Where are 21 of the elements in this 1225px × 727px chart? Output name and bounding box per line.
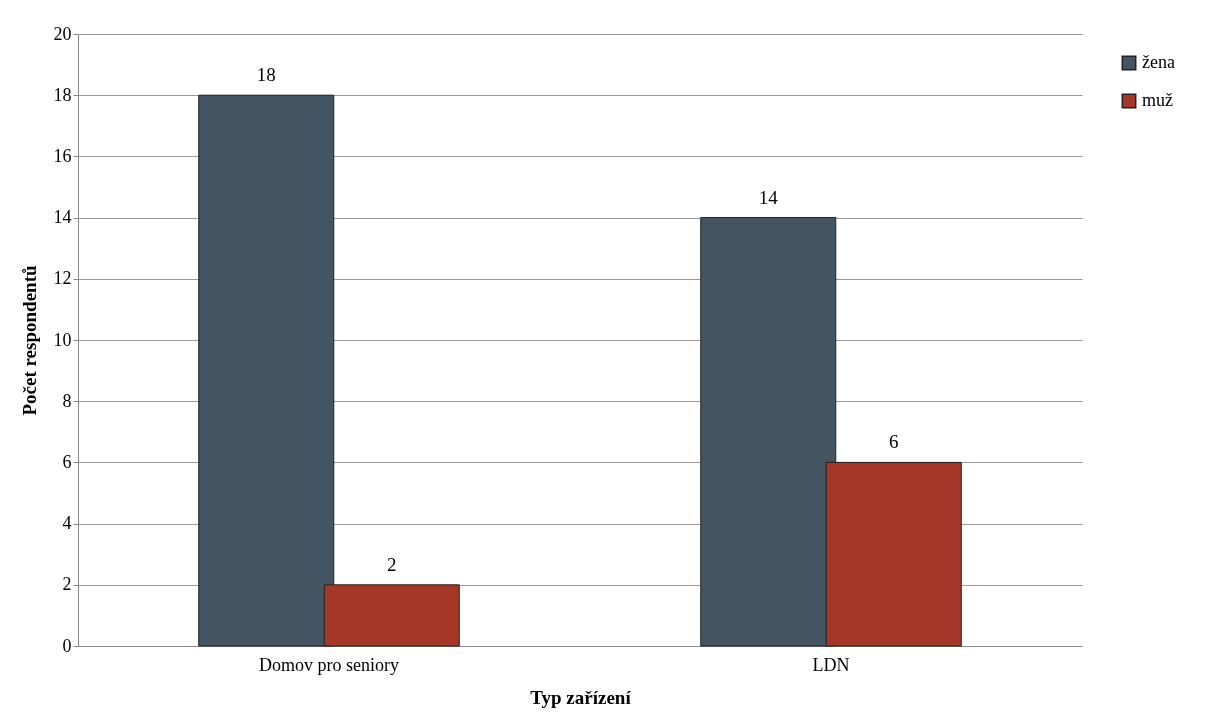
y-tick-label: 20 [53,23,72,44]
y-tick-label: 16 [53,145,72,166]
data-label: 6 [889,431,899,453]
y-tick-label: 10 [53,329,72,350]
x-axis-title: Typ zařízení [530,686,632,708]
data-label: 2 [387,553,397,575]
x-tick-label: LDN [812,654,850,675]
y-tick-label: 14 [53,207,72,228]
y-axis-title: Počet respondentů [18,265,40,416]
y-tick-label: 6 [62,451,72,472]
y-tick-label: 12 [53,268,72,289]
legend-label: muž [1142,90,1173,110]
y-tick-label: 2 [62,574,72,595]
y-tick-label: 8 [62,390,72,411]
y-tick-label: 4 [62,513,72,534]
legend-label: žena [1142,52,1175,72]
data-label: 18 [256,64,276,86]
data-label: 14 [758,186,779,208]
y-tick-label: 18 [53,84,72,105]
y-tick-label: 0 [62,635,72,656]
x-tick-label: Domov pro seniory [259,654,399,675]
